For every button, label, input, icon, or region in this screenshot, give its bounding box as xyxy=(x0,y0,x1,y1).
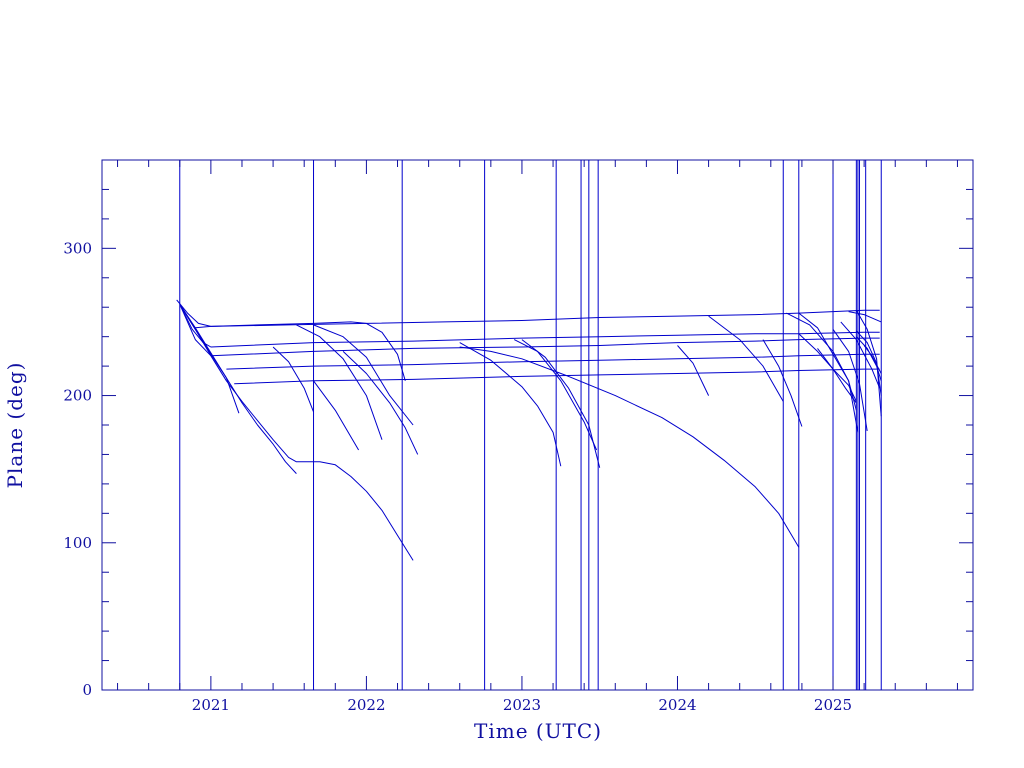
series-line-5 xyxy=(179,304,880,357)
series-line-24 xyxy=(817,348,857,402)
series-line-9 xyxy=(272,346,314,412)
y-tick-label-1: 100 xyxy=(63,534,92,552)
series-line-8 xyxy=(195,309,880,329)
y-tick-label-3: 300 xyxy=(63,239,92,257)
series-line-10 xyxy=(313,380,360,451)
series-line-14 xyxy=(459,342,562,467)
x-tick-label-3: 2024 xyxy=(658,696,696,714)
series-line-6 xyxy=(226,353,880,370)
series-line-2 xyxy=(179,304,414,561)
series-line-19 xyxy=(708,315,784,402)
series-line-17 xyxy=(521,339,601,468)
series-line-28 xyxy=(855,330,882,396)
series-line-18 xyxy=(677,345,710,396)
series-line-30 xyxy=(848,311,882,323)
plot-frame xyxy=(101,159,974,691)
y-tick-label-2: 200 xyxy=(63,387,92,405)
series-line-12 xyxy=(313,324,414,426)
series-line-13 xyxy=(342,351,419,455)
series-line-16 xyxy=(513,339,598,451)
series-line-29 xyxy=(855,336,882,381)
series-line-15 xyxy=(459,346,800,548)
series-line-27 xyxy=(855,309,882,417)
series-line-0 xyxy=(176,299,406,381)
y-tick-label-0: 0 xyxy=(82,681,92,699)
x-tick-label-2: 2023 xyxy=(503,696,541,714)
series-line-3 xyxy=(179,304,297,474)
series-line-21 xyxy=(786,312,859,433)
series-line-20 xyxy=(762,339,803,427)
x-axis-title: Time (UTC) xyxy=(474,719,602,743)
series-line-26 xyxy=(840,321,881,389)
series-line-7 xyxy=(234,368,880,385)
series-line-11 xyxy=(296,324,383,440)
series-line-25 xyxy=(832,329,868,431)
x-tick-label-0: 2021 xyxy=(192,696,230,714)
x-tick-label-4: 2025 xyxy=(814,696,852,714)
x-tick-label-1: 2022 xyxy=(347,696,385,714)
series-line-1 xyxy=(179,304,240,414)
y-axis-title: Plane (deg) xyxy=(3,362,27,489)
series-line-31 xyxy=(863,345,882,374)
